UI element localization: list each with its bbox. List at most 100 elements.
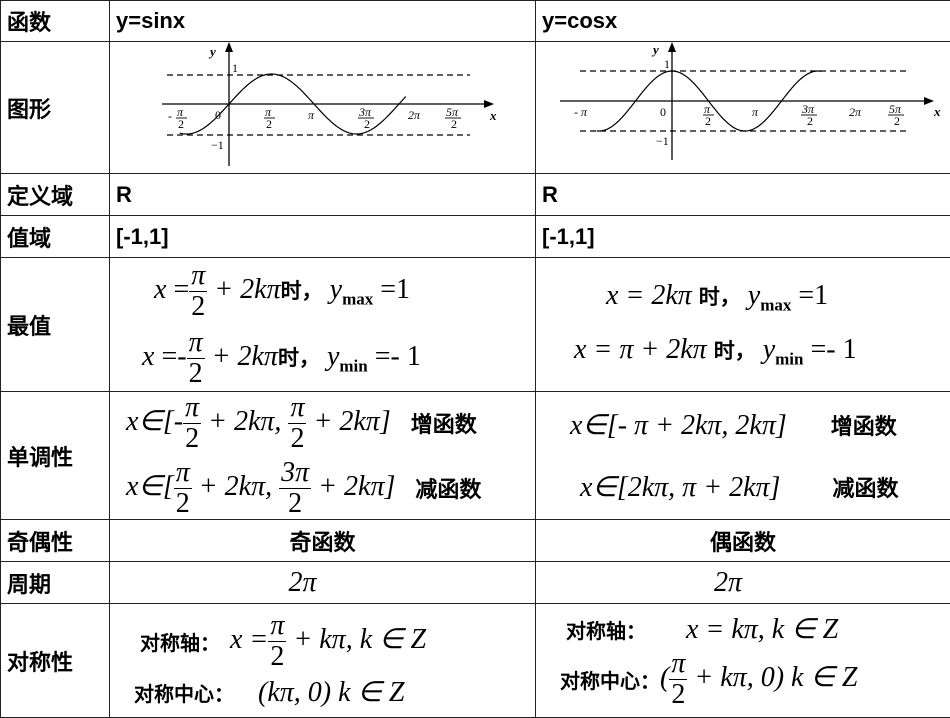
period-label: 周期 [1, 562, 110, 604]
sin-graph: x y 1 −1 - π 2 0 π 2 π 3π 2 2π 5π 2 [110, 42, 534, 168]
sin-min-eq: =- [161, 340, 186, 371]
cos-monotonic-cell: x∈[- π + 2kπ, 2kπ] 增函数 x∈[2kπ, π + 2kπ] … [536, 392, 950, 520]
domain-label: 定义域 [1, 174, 110, 216]
sin-axis-label: 对称轴： [140, 627, 220, 656]
sin-center-label: 对称中心： [134, 678, 234, 707]
sin-axis-x-label: x [489, 108, 497, 123]
sin-neg-one-label: −1 [211, 138, 224, 152]
cos-axis-line: 对称轴： x = kπ, k ∈ Z [566, 612, 944, 646]
sin-one-label: 1 [232, 61, 238, 75]
period-row: 周期 2π 2π [1, 562, 950, 604]
parity-row: 奇偶性 奇函数 偶函数 [1, 520, 950, 562]
cos-dec-interval: x∈[2kπ, π + 2kπ] [580, 470, 780, 504]
cos-center-label: 对称中心： [560, 665, 660, 694]
parity-label: 奇偶性 [1, 520, 110, 562]
shi-word: 时， [699, 285, 741, 309]
sin-tick-5halfpi-den: 2 [451, 117, 457, 131]
max-subscript: max [760, 296, 791, 315]
plus-2kpi: + 2kπ [212, 340, 278, 371]
sin-tick-pi: π [308, 108, 315, 122]
graph-label: 图形 [1, 42, 110, 174]
cos-neg-one-label: −1 [656, 134, 669, 148]
cos-tick-pi: π [752, 105, 759, 119]
sin-axis-y-label: y [208, 44, 216, 59]
sin-period-cell: 2π [110, 562, 536, 604]
sin-dec-tag: 减函数 [415, 472, 481, 504]
cos-tick-zero: 0 [660, 105, 666, 119]
cos-tick-negpi: - π [574, 105, 588, 119]
cos-x-arrow [924, 97, 934, 105]
cos-inc-interval: x∈[- π + 2kπ, 2kπ] [570, 408, 787, 442]
shi-word: 时， [281, 278, 323, 302]
cos-tick-2pi: 2π [849, 105, 862, 119]
sin-x-arrow [484, 100, 494, 108]
sin-tick-negpi-den: 2 [178, 117, 184, 131]
sin-tick-zero: 0 [215, 108, 221, 122]
equals-neg-one: =- 1 [810, 334, 856, 365]
cos-graph: x y 1 −1 - π 0 π 2 π 3π 2 2π 5π 2 [536, 42, 949, 168]
sin-max-eq: = [173, 273, 189, 304]
range-label: 值域 [1, 216, 110, 258]
sin-min-x: x [142, 340, 154, 371]
equals-one: =1 [380, 273, 410, 304]
y-symbol: y [330, 273, 342, 304]
y-symbol: y [748, 280, 760, 311]
cos-tick-5halfpi-den: 2 [894, 114, 900, 128]
sin-tick-3halfpi-den: 2 [364, 117, 370, 131]
shi-word: 时， [278, 345, 320, 369]
y-symbol: y [763, 334, 775, 365]
header-row: 函数 y=sinx y=cosx [1, 1, 950, 42]
range-row: 值域 [-1,1] [-1,1] [1, 216, 950, 258]
min-subscript: min [775, 349, 803, 368]
extrema-label: 最值 [1, 258, 110, 392]
cos-domain: R [536, 174, 950, 216]
cos-graph-cell: x y 1 −1 - π 0 π 2 π 3π 2 2π 5π 2 [536, 42, 950, 174]
cos-tick-halfpi-den: 2 [705, 114, 711, 128]
cos-one-label: 1 [664, 57, 670, 71]
equals-one: =1 [798, 280, 828, 311]
plus-2kpi: + 2kπ [214, 273, 280, 304]
equals-neg-one: =- 1 [375, 340, 421, 371]
cos-header: y=cosx [536, 1, 950, 42]
sin-center-line: 对称中心： (kπ, 0) k ∈ Z [140, 675, 529, 709]
max-subscript: max [342, 289, 373, 308]
cos-extrema-cell: x = 2kπ 时， ymax =1 x = π + 2kπ 时， ymin =… [536, 258, 950, 392]
cos-inc-tag: 增函数 [831, 409, 897, 441]
sin-inc-tag: 增函数 [411, 407, 477, 439]
shi-word: 时， [714, 339, 756, 363]
sin-period: 2π [288, 567, 316, 598]
cos-tick-3halfpi-den: 2 [807, 114, 813, 128]
sin-parity: 奇函数 [110, 520, 536, 562]
graph-row: 图形 x y 1 −1 - π 2 0 [1, 42, 950, 174]
cos-period-cell: 2π [536, 562, 950, 604]
min-subscript: min [339, 356, 367, 375]
sin-tick-2pi: 2π [408, 108, 421, 122]
sin-graph-cell: x y 1 −1 - π 2 0 π 2 π 3π 2 2π 5π 2 [110, 42, 536, 174]
sin-center-formula: (kπ, 0) k ∈ Z [258, 675, 405, 709]
domain-row: 定义域 R R [1, 174, 950, 216]
sin-domain: R [110, 174, 536, 216]
cos-min-formula: x = π + 2kπ 时， ymin =- 1 [574, 334, 944, 370]
cos-axis-y-label: y [651, 42, 659, 57]
cos-range: [-1,1] [536, 216, 950, 258]
cos-inc-row: x∈[- π + 2kπ, 2kπ] 增函数 [570, 408, 944, 442]
cos-parity: 偶函数 [536, 520, 950, 562]
cos-y-arrow [668, 42, 676, 52]
